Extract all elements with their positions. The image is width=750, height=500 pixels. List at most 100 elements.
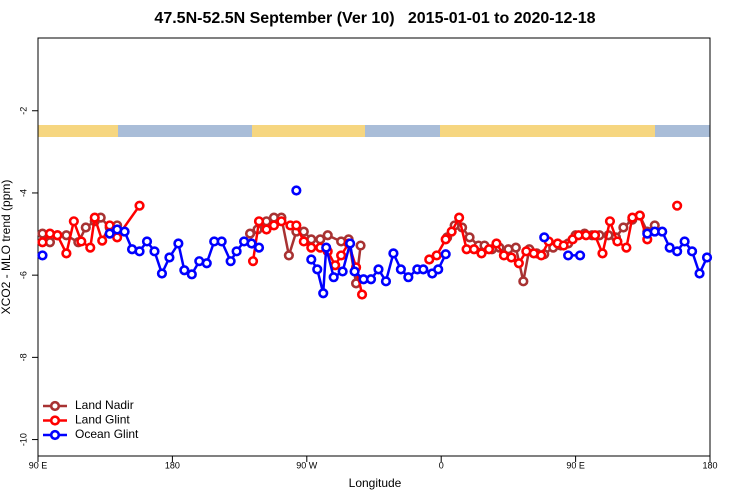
x-tick-label: 90 E	[566, 460, 585, 470]
data-point	[283, 250, 294, 261]
land-band	[38, 125, 118, 137]
data-point	[506, 252, 517, 263]
data-point	[328, 272, 339, 283]
data-point	[97, 235, 108, 246]
data-point	[298, 226, 309, 237]
data-point	[536, 250, 547, 261]
land-band	[440, 125, 655, 137]
data-point	[634, 210, 645, 221]
ocean-band	[655, 125, 710, 137]
data-point	[37, 237, 48, 248]
data-point	[418, 264, 429, 275]
data-point	[225, 256, 236, 267]
data-point	[612, 236, 623, 247]
data-point	[483, 244, 495, 255]
data-point	[268, 220, 280, 231]
data-point	[322, 230, 333, 241]
data-point	[321, 242, 332, 253]
data-point	[216, 236, 227, 247]
data-point	[355, 240, 366, 251]
data-point	[134, 246, 145, 257]
data-point	[318, 288, 329, 299]
legend-label: Ocean Glint	[75, 427, 139, 441]
data-point	[491, 238, 502, 249]
ocean-band	[365, 125, 440, 137]
data-point	[291, 220, 302, 231]
data-point	[89, 212, 100, 223]
data-point	[37, 250, 48, 261]
legend-marker	[49, 429, 61, 441]
data-point	[253, 216, 265, 227]
legend-marker	[49, 400, 61, 412]
data-point	[618, 222, 629, 233]
x-tick-label: 90 E	[29, 460, 48, 470]
data-point	[454, 212, 465, 223]
data-point	[291, 185, 302, 196]
map-strip	[38, 125, 710, 137]
data-point	[558, 240, 569, 251]
data-point	[349, 266, 360, 277]
data-point	[336, 250, 347, 261]
data-point	[431, 250, 442, 261]
data-point	[518, 276, 529, 287]
data-point	[395, 264, 406, 275]
data-point	[657, 226, 668, 237]
x-tick-label: 180	[702, 460, 717, 470]
y-tick-label: -8	[18, 353, 28, 361]
data-point	[179, 265, 190, 276]
data-point	[621, 242, 632, 253]
data-point	[244, 228, 256, 239]
data-point	[574, 250, 586, 261]
data-point	[68, 216, 79, 227]
data-point	[664, 242, 675, 253]
data-point	[672, 200, 683, 211]
data-point	[52, 230, 63, 241]
data-point	[468, 244, 480, 255]
data-point	[440, 234, 451, 245]
y-tick-label: -10	[18, 433, 28, 446]
data-point	[510, 242, 521, 253]
data-point	[104, 228, 115, 239]
data-point	[253, 242, 265, 253]
data-point	[306, 254, 317, 265]
x-tick-label: 180	[165, 460, 180, 470]
data-point	[380, 276, 392, 287]
data-point	[134, 200, 145, 211]
data-point	[298, 236, 309, 247]
data-point	[85, 242, 96, 253]
data-point	[440, 249, 451, 260]
legend-marker	[49, 415, 61, 426]
data-point	[156, 268, 168, 279]
data-point	[186, 269, 197, 280]
data-point	[701, 252, 713, 263]
data-point	[312, 264, 323, 275]
data-point	[164, 252, 175, 263]
data-point	[247, 256, 259, 267]
data-point	[539, 232, 550, 243]
legend-label: Land Glint	[75, 413, 130, 427]
data-point	[345, 238, 356, 249]
data-point	[604, 216, 616, 227]
data-point	[580, 230, 592, 241]
data-point	[464, 232, 475, 243]
data-point	[388, 248, 399, 259]
data-point	[672, 246, 683, 257]
data-point	[563, 250, 574, 261]
data-point	[679, 236, 690, 247]
x-tick-label: 0	[439, 460, 444, 470]
data-point	[589, 230, 601, 241]
data-point	[149, 246, 160, 257]
data-point	[513, 258, 524, 269]
data-point	[201, 258, 212, 269]
data-point	[276, 216, 287, 227]
data-point	[597, 248, 608, 259]
data-point	[337, 266, 348, 277]
data-point	[694, 268, 705, 279]
data-point	[446, 226, 457, 237]
data-point	[261, 224, 272, 235]
data-point	[424, 254, 435, 265]
data-point	[365, 274, 377, 285]
plot-frame	[37, 37, 711, 457]
x-tick-label: 90 W	[296, 460, 318, 470]
